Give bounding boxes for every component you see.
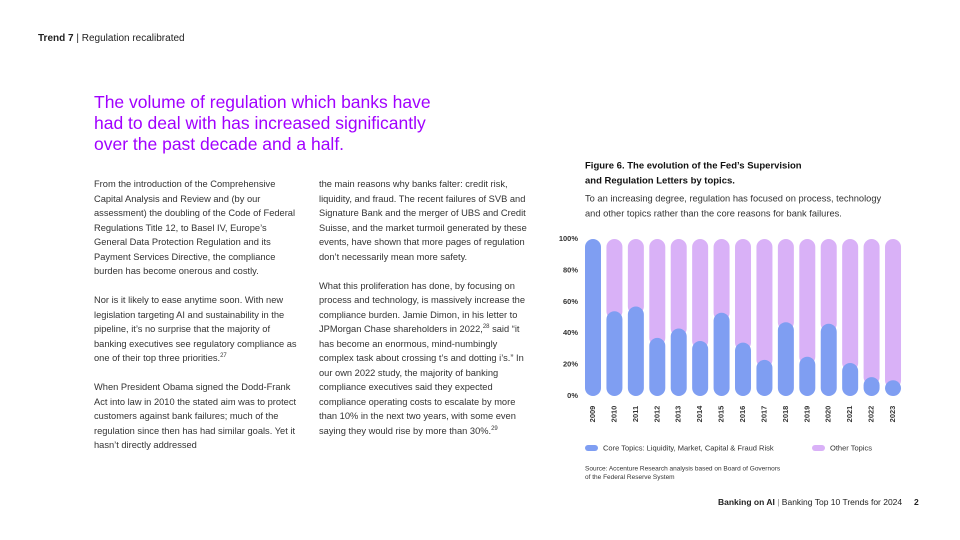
bar-segment [606, 239, 623, 320]
footer: Banking on AI | Banking Top 10 Trends fo… [718, 497, 902, 507]
x-tick-label: 2011 [631, 406, 640, 422]
paragraph: the main reasons why banks falter: credi… [319, 177, 527, 264]
brand: Banking on AI [718, 497, 775, 507]
bar-segment [692, 341, 709, 396]
bar-segment [842, 239, 859, 372]
y-tick-label: 40% [563, 328, 578, 337]
paragraph-text: said “it has become an enormous, mind-nu… [319, 324, 524, 436]
bar-segment [820, 323, 837, 396]
bar-segment [820, 239, 837, 332]
report-name: Banking Top 10 Trends for 2024 [781, 497, 903, 507]
bar-segment [756, 359, 773, 396]
footnote-ref: 29 [491, 425, 498, 432]
x-tick-label: 2013 [674, 406, 683, 423]
x-tick-label: 2010 [609, 406, 618, 423]
x-tick-label: 2016 [738, 406, 747, 423]
bar-segment [735, 239, 752, 351]
separator: | [76, 33, 79, 44]
paragraph-text: What this proliferation has done, by foc… [319, 280, 526, 335]
footnote-ref: 27 [220, 352, 227, 359]
bar-segment [885, 380, 902, 396]
bar-segment [606, 311, 623, 396]
separator: | [777, 497, 780, 507]
bar-segment [713, 312, 730, 396]
bar-segment [670, 239, 687, 337]
paragraph-text: Nor is it likely to ease anytime soon. W… [94, 295, 297, 363]
x-tick-label: 2017 [759, 406, 768, 423]
chart-title: and Regulation Letters by topics. [585, 176, 735, 187]
bar-segment [585, 239, 601, 396]
x-tick-label: 2022 [867, 406, 876, 423]
headline-line: had to deal with has increased significa… [94, 113, 426, 133]
paragraph-text: the main reasons why banks falter: credi… [319, 179, 527, 262]
bar-segment [713, 239, 730, 321]
chart-subtitle: To an increasing degree, regulation has … [585, 193, 881, 203]
bar-segment [649, 239, 666, 346]
chart-subtitle: and other topics rather than the core re… [585, 208, 842, 218]
headline-line: over the past decade and a half. [94, 134, 345, 154]
bar-segment [799, 356, 816, 396]
x-tick-label: 2023 [888, 406, 897, 423]
bar-segment [670, 328, 687, 396]
bar-segment [842, 363, 859, 396]
y-tick-label: 100% [559, 234, 579, 243]
x-tick-label: 2020 [824, 406, 833, 423]
x-tick-label: 2018 [781, 406, 790, 423]
y-tick-label: 20% [563, 360, 578, 369]
section-title: Regulation recalibrated [81, 33, 185, 44]
paragraph-text: When President Obama signed the Dodd-Fra… [94, 382, 297, 450]
bar-segment [735, 342, 752, 396]
text-column: the main reasons why banks falter: credi… [319, 177, 527, 453]
footnote-ref: 28 [482, 323, 490, 330]
x-tick-label: 2021 [845, 406, 854, 423]
y-tick-label: 60% [563, 297, 578, 306]
bar-segment [692, 239, 709, 350]
x-tick-label: 2012 [652, 406, 661, 423]
page-number: 2 [914, 497, 919, 507]
headline-line: The volume of regulation which banks hav… [94, 92, 431, 112]
chart-title: Figure 6. The evolution of the Fed’s Sup… [585, 161, 802, 172]
legend-swatch [812, 445, 825, 451]
x-tick-label: 2009 [588, 406, 597, 423]
headline: The volume of regulation which banks hav… [94, 92, 431, 155]
bar-segment [756, 239, 773, 368]
header: Trend 7 | Regulation recalibrated [38, 33, 185, 44]
paragraph: When President Obama signed the Dodd-Fra… [94, 380, 302, 453]
y-tick-label: 0% [567, 391, 578, 400]
bar-segment [799, 239, 816, 365]
legend-label: Other Topics [830, 443, 872, 452]
paragraph: What this proliferation has done, by foc… [319, 279, 527, 439]
bar-segment [885, 239, 902, 389]
bar-segment [627, 239, 644, 315]
bar-segment [649, 337, 666, 396]
paragraph: Nor is it likely to ease anytime soon. W… [94, 293, 302, 366]
bar-segment [863, 377, 880, 396]
source-note: of the Federal Reserve System [585, 474, 675, 481]
paragraph-text: From the introduction of the Comprehensi… [94, 179, 296, 276]
y-tick-label: 80% [563, 265, 578, 274]
source-note: Source: Accenture Research analysis base… [585, 466, 781, 473]
x-tick-label: 2014 [695, 405, 704, 423]
bar-segment [777, 322, 794, 396]
paragraph: From the introduction of the Comprehensi… [94, 177, 302, 279]
bar-segment [777, 239, 794, 331]
bar-segment [627, 306, 644, 396]
legend-swatch [585, 445, 598, 451]
legend-label: Core Topics: Liquidity, Market, Capital … [603, 443, 774, 452]
x-tick-label: 2015 [717, 406, 726, 423]
bar-segment [863, 239, 880, 386]
x-tick-label: 2019 [802, 406, 811, 423]
text-column: From the introduction of the Comprehensi… [94, 177, 302, 467]
trend-label: Trend 7 [38, 33, 74, 44]
